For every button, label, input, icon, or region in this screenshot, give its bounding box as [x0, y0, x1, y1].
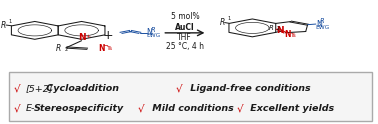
- Text: +: +: [86, 34, 91, 39]
- Text: E-: E-: [25, 104, 35, 113]
- Text: R: R: [56, 44, 61, 53]
- Text: Ts: Ts: [107, 46, 113, 51]
- Text: AuCl: AuCl: [175, 23, 195, 32]
- Text: N: N: [277, 26, 284, 35]
- Text: R: R: [1, 21, 6, 30]
- Text: N: N: [98, 44, 105, 53]
- Text: EWG: EWG: [316, 25, 330, 30]
- Text: 2: 2: [64, 47, 68, 52]
- Text: −: −: [102, 43, 108, 49]
- Text: R: R: [320, 18, 325, 24]
- Text: [5+2]: [5+2]: [25, 84, 53, 93]
- Text: Stereospecificity: Stereospecificity: [34, 104, 124, 113]
- Polygon shape: [58, 21, 105, 39]
- Text: 1: 1: [227, 16, 231, 21]
- Text: N: N: [147, 28, 152, 37]
- Text: 1: 1: [9, 19, 12, 24]
- Text: 25 °C, 4 h: 25 °C, 4 h: [166, 42, 204, 51]
- Text: THF: THF: [177, 33, 192, 42]
- Text: +: +: [102, 30, 113, 42]
- Text: R: R: [219, 18, 225, 27]
- Polygon shape: [11, 21, 58, 39]
- Text: Cycloaddition: Cycloaddition: [43, 84, 119, 93]
- Text: √: √: [14, 104, 21, 113]
- Text: R: R: [269, 25, 274, 31]
- Text: Ts: Ts: [290, 33, 296, 38]
- Text: √: √: [236, 104, 243, 113]
- Text: EWG: EWG: [146, 33, 160, 38]
- FancyBboxPatch shape: [9, 72, 372, 121]
- Text: Ligand-free conditions: Ligand-free conditions: [187, 84, 310, 93]
- Text: √: √: [138, 104, 144, 113]
- Polygon shape: [229, 19, 276, 37]
- Text: N: N: [78, 33, 85, 42]
- Text: 2: 2: [276, 26, 280, 31]
- Text: Excellent yields: Excellent yields: [248, 104, 335, 113]
- Text: √: √: [175, 84, 182, 94]
- Text: Mild conditions: Mild conditions: [149, 104, 234, 113]
- Text: N: N: [284, 30, 291, 39]
- Text: 5 mol%: 5 mol%: [170, 12, 199, 21]
- Text: R: R: [151, 27, 156, 33]
- Text: √: √: [14, 84, 21, 94]
- Text: N: N: [316, 20, 322, 29]
